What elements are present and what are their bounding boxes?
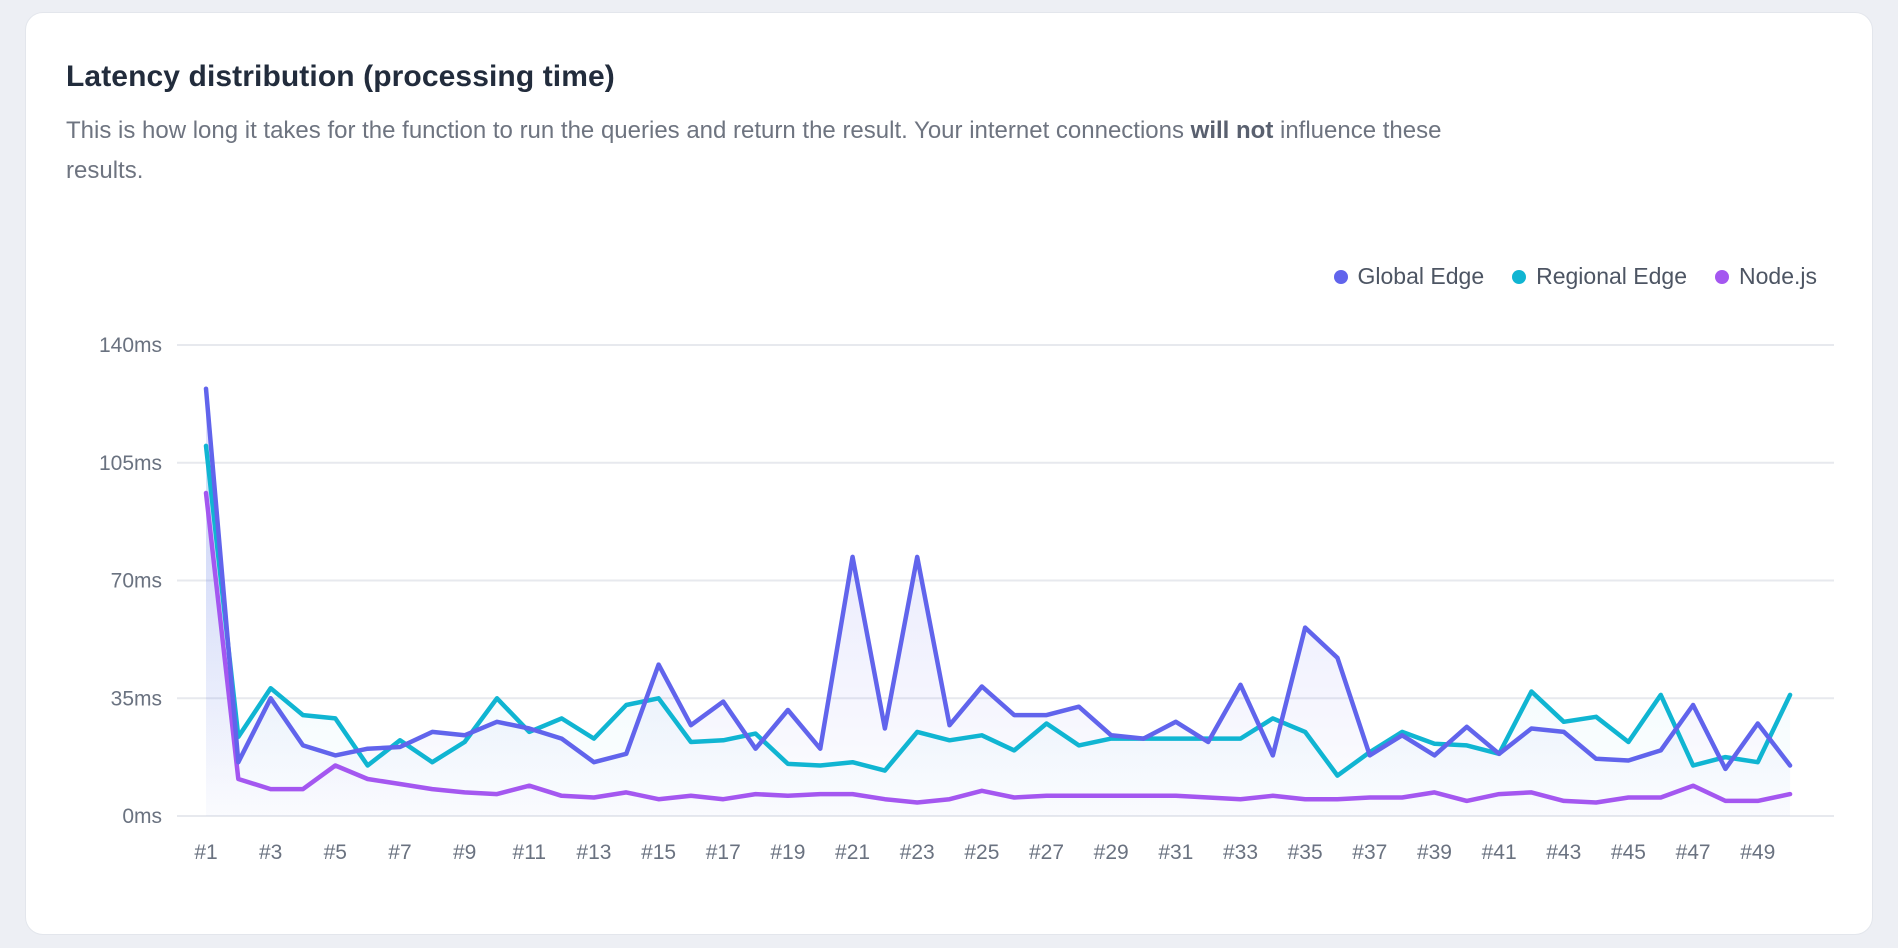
y-axis-label: 105ms: [99, 452, 162, 475]
x-axis-label: #33: [1223, 841, 1258, 864]
chart-legend: Global Edge Regional Edge Node.js: [1333, 263, 1817, 290]
legend-dot-global-edge: [1333, 269, 1348, 284]
x-axis-label: #37: [1352, 841, 1387, 864]
x-axis-label: #5: [324, 841, 347, 864]
x-axis-label: #13: [576, 841, 611, 864]
legend-label: Global Edge: [1357, 263, 1485, 289]
x-axis-label: #23: [900, 841, 935, 864]
legend-dot-regional-edge: [1512, 269, 1527, 284]
legend-item-global-edge[interactable]: Global Edge: [1333, 263, 1485, 290]
x-axis-label: #35: [1288, 841, 1323, 864]
x-axis-label: #31: [1158, 841, 1193, 864]
x-axis-labels: #1 #3 #5 #7 #9 #11 #13 #15 #17 #19 #21 #23 #25 #27 #29…: [194, 841, 1775, 864]
series-node-js-fill: [206, 493, 1791, 816]
x-axis-label: #27: [1029, 841, 1064, 864]
x-axis-label: #15: [641, 841, 676, 864]
series-global-edge-line: [203, 386, 1793, 772]
legend-label: Node.js: [1739, 263, 1817, 289]
x-axis-label: #19: [770, 841, 805, 864]
subtitle-text: This is how long it takes for the functi…: [66, 117, 1191, 144]
x-axis-label: #21: [835, 841, 870, 864]
subtitle-bold-text: will not: [1190, 117, 1274, 144]
y-axis-labels: 0ms 35ms 70ms 105ms 140ms: [99, 334, 162, 828]
series-node-js-line: [203, 490, 1793, 805]
chart-title: Latency distribution (processing time): [66, 60, 615, 93]
legend-dot-node-js: [1715, 269, 1730, 284]
legend-item-node-js[interactable]: Node.js: [1715, 263, 1817, 290]
chart-subtitle: This is how long it takes for the functi…: [66, 111, 1828, 191]
x-axis-label: #17: [706, 841, 741, 864]
latency-card: Latency distribution (processing time) T…: [25, 12, 1873, 935]
x-axis-label: #43: [1546, 841, 1581, 864]
x-axis-label: #9: [453, 841, 476, 864]
x-axis-label: #47: [1676, 841, 1711, 864]
x-axis-label: #11: [513, 841, 546, 864]
legend-label: Regional Edge: [1536, 263, 1688, 289]
x-axis-label: #49: [1740, 841, 1775, 864]
y-axis-label: 35ms: [111, 687, 162, 710]
x-axis-label: #7: [388, 841, 411, 864]
x-axis-label: #25: [964, 841, 999, 864]
y-axis-label: 70ms: [111, 570, 162, 593]
x-axis-label: #3: [259, 841, 282, 864]
chart-svg[interactable]: 0ms 35ms 70ms 105ms 140ms #1 #3 #5 #7 #9 #11 #13 #15…: [66, 303, 1834, 883]
legend-item-regional-edge[interactable]: Regional Edge: [1512, 263, 1687, 290]
x-axis-label: #41: [1482, 841, 1517, 864]
y-axis-label: 140ms: [99, 334, 162, 357]
y-axis-label: 0ms: [122, 805, 162, 828]
x-axis-label: #39: [1417, 841, 1452, 864]
series-regional-edge-fill: [206, 445, 1791, 816]
x-axis-label: #1: [194, 841, 217, 864]
x-axis-label: #45: [1611, 841, 1646, 864]
subtitle-line-2: results.: [66, 157, 144, 184]
x-axis-label: #29: [1094, 841, 1129, 864]
subtitle-text-2: influence these: [1273, 117, 1442, 144]
